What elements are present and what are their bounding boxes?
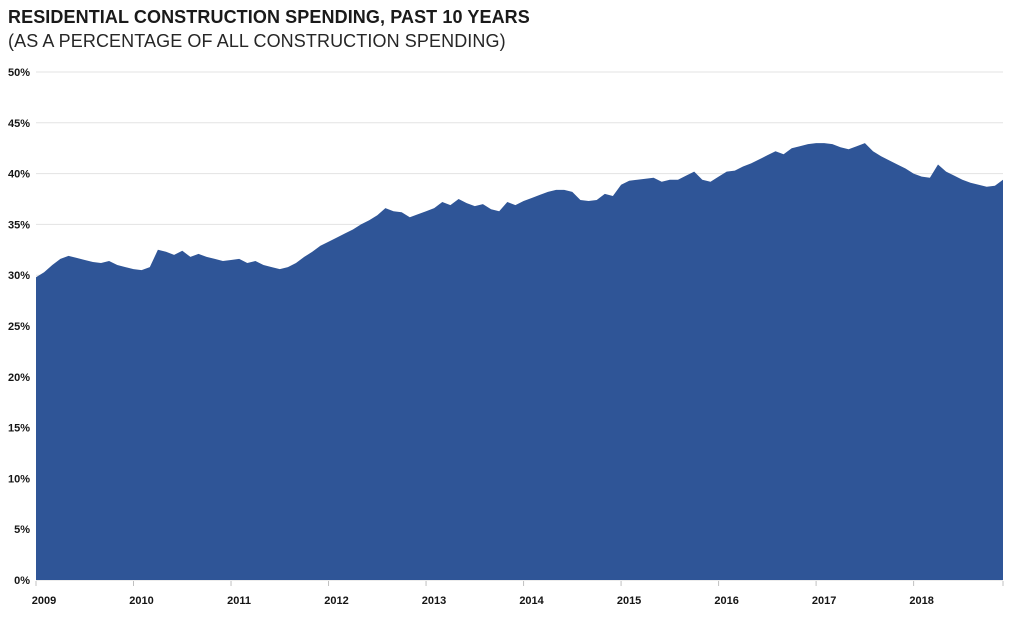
x-axis-tick-label: 2018 — [909, 595, 933, 607]
y-axis-tick-label: 0% — [14, 575, 30, 587]
x-axis-tick-label: 2013 — [422, 595, 446, 607]
y-axis-tick-label: 35% — [8, 219, 30, 231]
y-axis-tick-label: 10% — [8, 473, 30, 485]
chart-subtitle: (AS A PERCENTAGE OF ALL CONSTRUCTION SPE… — [8, 31, 506, 51]
x-axis-tick-label: 2009 — [32, 595, 56, 607]
y-axis-tick-label: 15% — [8, 423, 30, 435]
y-axis-tick-label: 20% — [8, 372, 30, 384]
x-axis-tick-label: 2012 — [324, 595, 348, 607]
y-axis-tick-label: 5% — [14, 524, 30, 536]
y-axis-tick-label: 50% — [8, 67, 30, 79]
area-series — [36, 143, 1003, 580]
chart-title: RESIDENTIAL CONSTRUCTION SPENDING, PAST … — [8, 7, 530, 27]
x-axis-tick-label: 2011 — [227, 595, 251, 607]
x-axis-tick-label: 2010 — [129, 595, 153, 607]
x-axis-tick-label: 2017 — [812, 595, 836, 607]
y-axis-tick-label: 45% — [8, 118, 30, 130]
y-axis-tick-label: 25% — [8, 321, 30, 333]
y-axis-tick-label: 30% — [8, 270, 30, 282]
x-axis-tick-label: 2014 — [519, 595, 544, 607]
x-axis-tick-label: 2016 — [714, 595, 738, 607]
y-axis-tick-label: 40% — [8, 169, 30, 181]
x-axis-tick-label: 2015 — [617, 595, 641, 607]
